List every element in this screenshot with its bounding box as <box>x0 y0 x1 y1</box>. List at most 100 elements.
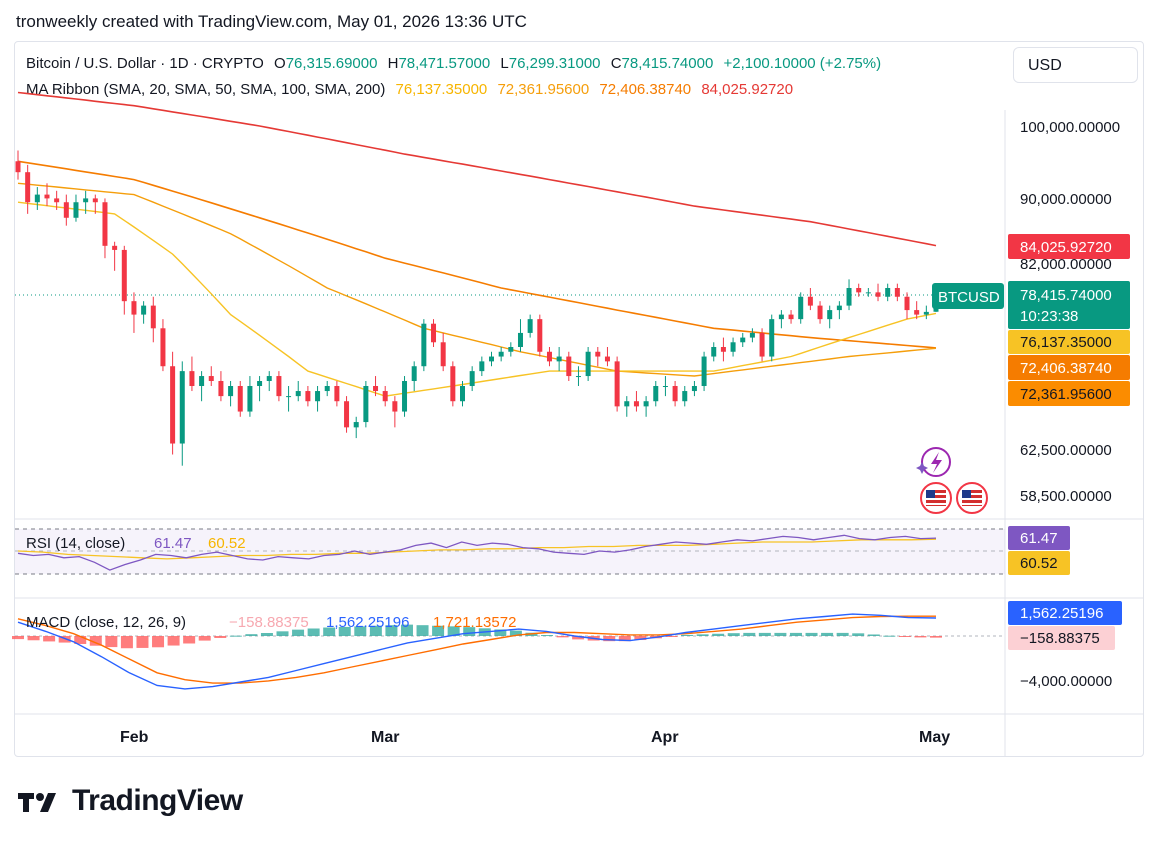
macd-hist-bar <box>369 625 382 636</box>
candle <box>517 319 523 352</box>
candle-body <box>691 386 697 392</box>
time-tick-feb: Feb <box>120 729 149 746</box>
high-label: H <box>387 55 399 72</box>
candle <box>92 194 98 214</box>
close-label: C <box>610 55 622 72</box>
ma50-value: 72,361.95600 <box>497 81 590 98</box>
candle <box>102 198 108 259</box>
candle-body <box>885 287 891 297</box>
candle-body <box>54 198 60 203</box>
candle <box>508 342 514 357</box>
macd-hist-bar <box>727 633 740 636</box>
chart-frame <box>14 41 1144 757</box>
candle <box>353 416 359 439</box>
candle-body <box>604 356 610 362</box>
macd-hist-bar <box>400 624 413 636</box>
macd-hist-bar <box>774 632 787 636</box>
currency-button[interactable]: USD <box>1013 47 1138 83</box>
candle <box>904 292 910 320</box>
open-value: 76,315.69000 <box>285 55 378 72</box>
macd-badge-text: 1,562.25196 <box>1020 605 1103 622</box>
macd-label[interactable]: MACD (close, 12, 26, 9) <box>26 614 186 631</box>
macd-hist-bar <box>323 627 336 636</box>
macd-hist-bar <box>665 636 678 637</box>
candle <box>604 347 610 367</box>
candle <box>778 310 784 329</box>
candle-body <box>305 391 311 402</box>
candle-body <box>769 319 775 357</box>
macd-hist-bar <box>307 628 320 636</box>
candle-body <box>382 391 388 402</box>
macd-badge <box>1008 601 1122 625</box>
macd-hist-bar <box>789 632 802 636</box>
macd-signal-legend: 1,721.13572 <box>433 614 516 631</box>
ma20-line <box>17 201 937 397</box>
rsi-line <box>17 534 937 571</box>
ma-ribbon-legend[interactable]: MA Ribbon (SMA, 20, SMA, 50, SMA, 100, S… <box>26 81 799 98</box>
candle-body <box>392 401 398 412</box>
last-price-badge <box>1008 281 1130 329</box>
macd-hist-bar <box>618 636 631 642</box>
candle-body <box>595 351 601 357</box>
symbol-name: Bitcoin / U.S. Dollar · 1D · CRYPTO <box>26 55 264 72</box>
macd-hist-bar <box>681 634 694 636</box>
open-label: O <box>274 55 286 72</box>
macd-hist-bar <box>120 636 133 649</box>
candle-body <box>189 371 195 387</box>
macd-hist-bar <box>136 636 149 648</box>
candle-body <box>373 386 379 392</box>
macd-hist-bar <box>898 636 911 637</box>
rsi-label[interactable]: RSI (14, close) <box>26 535 125 552</box>
candle-body <box>160 328 166 367</box>
candle-body <box>856 287 862 293</box>
tradingview-logo[interactable]: TradingView <box>18 784 243 818</box>
candle <box>179 361 185 466</box>
low-label: L <box>500 55 509 72</box>
candle-body <box>788 314 794 320</box>
candle <box>460 381 466 407</box>
macd-hist-bar <box>852 633 865 636</box>
candle <box>701 351 707 392</box>
time-tick-apr: Apr <box>651 729 679 746</box>
price-tick-62500: 62,500.00000 <box>1020 442 1112 459</box>
candle <box>382 386 388 407</box>
candle <box>170 351 176 455</box>
ma200-value: 84,025.92720 <box>701 81 794 98</box>
candle-body <box>141 305 147 315</box>
candle <box>836 301 842 320</box>
macd-hist-badge-text: −158.88375 <box>1020 630 1100 647</box>
candle <box>556 347 562 372</box>
candle <box>875 283 881 302</box>
candle-body <box>25 172 31 203</box>
candle <box>112 241 118 271</box>
candle <box>257 376 263 402</box>
macd-hist-bar <box>634 636 647 641</box>
candle-body <box>83 198 89 203</box>
candle <box>15 150 21 180</box>
candle-body <box>836 305 842 311</box>
us-flag-icon-1[interactable] <box>920 482 952 514</box>
candle-body <box>353 422 359 428</box>
macd-hist-bar <box>385 625 398 636</box>
candle-body <box>643 401 649 407</box>
macd-hist-bar <box>758 632 771 636</box>
candle-body <box>517 332 523 348</box>
candle-body <box>44 194 50 199</box>
macd-hist-bar <box>276 631 289 636</box>
candle-body <box>566 356 572 377</box>
candle-body <box>575 376 581 378</box>
macd-hist-bar <box>556 636 569 638</box>
candle <box>672 381 678 407</box>
candle-body <box>798 296 804 320</box>
ma100-badge <box>1008 355 1130 380</box>
us-flag-icon-2[interactable] <box>956 482 988 514</box>
macd-hist-bar <box>805 632 818 636</box>
ma50-badge-text: 72,361.95600 <box>1020 386 1112 403</box>
candle <box>479 356 485 377</box>
candle <box>682 386 688 407</box>
ticker-badge-text: BTCUSD <box>938 289 1000 306</box>
candle <box>411 361 417 392</box>
candle-body <box>15 161 21 173</box>
candle-body <box>720 347 726 352</box>
lightning-bolt-shape <box>931 452 942 473</box>
